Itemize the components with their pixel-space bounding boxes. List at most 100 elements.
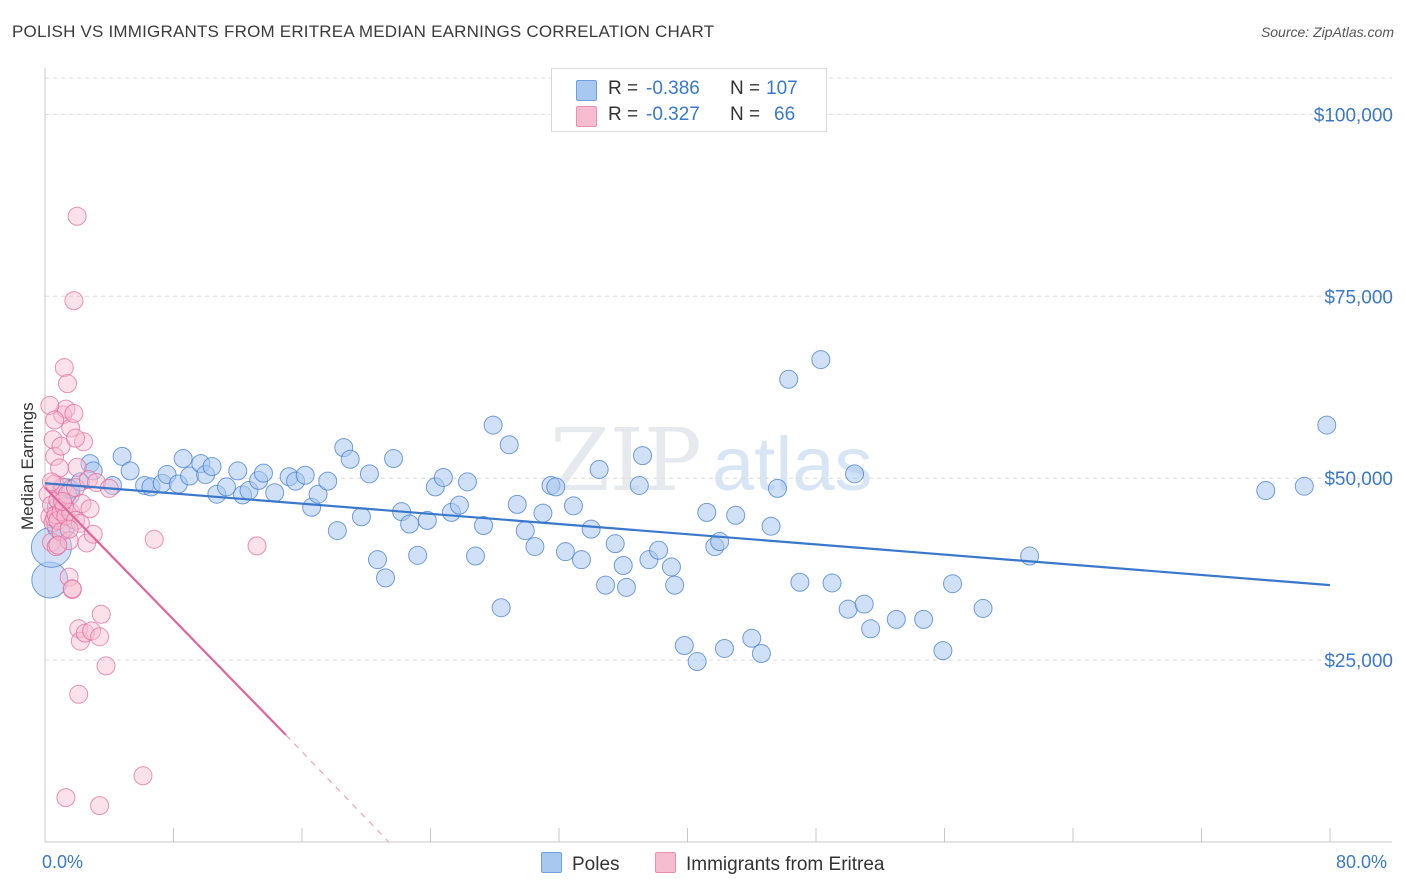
- point-eritrea: [66, 428, 86, 448]
- point-poles: [433, 467, 453, 487]
- point-poles: [400, 514, 420, 534]
- trend-line-poles: [44, 482, 1331, 587]
- legend-n-label: N =: [730, 78, 761, 99]
- point-poles: [457, 472, 477, 492]
- y-tick-label: $100,000: [1314, 105, 1393, 126]
- point-poles: [228, 461, 248, 481]
- point-poles: [449, 495, 469, 515]
- point-poles: [546, 477, 566, 497]
- watermark-atlas: atlas: [712, 422, 873, 507]
- legend-n-value: 107: [766, 78, 798, 99]
- point-eritrea: [90, 627, 110, 647]
- point-poles: [202, 457, 222, 477]
- point-poles: [616, 577, 636, 597]
- point-poles: [507, 494, 527, 514]
- point-poles: [687, 652, 707, 672]
- point-poles: [173, 449, 193, 469]
- point-poles: [596, 575, 616, 595]
- point-poles: [318, 471, 338, 491]
- point-eritrea: [41, 472, 61, 492]
- point-poles: [571, 550, 591, 570]
- source-label: Source: ZipAtlas.com: [1260, 24, 1394, 40]
- point-eritrea: [48, 535, 68, 555]
- point-poles: [886, 609, 906, 629]
- point-poles: [665, 575, 685, 595]
- point-poles: [822, 573, 842, 593]
- correlation-legend: R = -0.386 N = 107 R = -0.327 N = 66: [551, 68, 827, 132]
- legend-n-label: N =: [730, 104, 761, 125]
- point-poles: [790, 572, 810, 592]
- point-poles: [327, 521, 347, 541]
- point-poles: [217, 477, 237, 497]
- point-poles: [340, 449, 360, 469]
- point-eritrea: [83, 524, 103, 544]
- point-poles: [589, 459, 609, 479]
- point-poles: [367, 550, 387, 570]
- series-swatch-poles: [541, 852, 562, 873]
- point-poles: [515, 521, 535, 541]
- axes: [44, 68, 1392, 843]
- y-tick-label: $75,000: [1324, 287, 1393, 308]
- point-eritrea: [64, 291, 84, 311]
- point-eritrea: [91, 604, 111, 624]
- point-poles: [742, 628, 762, 648]
- point-poles: [533, 503, 553, 523]
- legend-swatch-eritrea: [576, 106, 597, 127]
- point-poles: [605, 534, 625, 554]
- point-poles: [649, 540, 669, 560]
- point-poles: [714, 638, 734, 658]
- point-poles: [943, 574, 963, 594]
- chart-title: POLISH VS IMMIGRANTS FROM ERITREA MEDIAN…: [12, 22, 715, 41]
- x-tick-label-max: 80.0%: [1336, 852, 1388, 872]
- point-poles: [1256, 481, 1276, 501]
- point-eritrea: [51, 436, 71, 456]
- point-eritrea: [45, 410, 65, 430]
- point-poles: [811, 350, 831, 370]
- point-poles: [408, 545, 428, 565]
- point-poles: [838, 599, 858, 619]
- point-eritrea: [61, 418, 81, 438]
- point-eritrea: [80, 499, 100, 519]
- point-eritrea: [53, 491, 73, 511]
- point-poles: [474, 515, 494, 535]
- trend-lines: [44, 482, 1331, 843]
- point-poles: [767, 478, 787, 498]
- point-poles: [914, 609, 934, 629]
- point-poles: [581, 519, 601, 539]
- point-poles: [295, 465, 315, 485]
- point-eritrea: [96, 656, 116, 676]
- point-poles: [629, 475, 649, 495]
- point-poles: [661, 557, 681, 577]
- point-poles: [633, 446, 653, 466]
- point-poles: [376, 568, 396, 588]
- point-poles: [697, 502, 717, 522]
- point-eritrea: [133, 766, 153, 786]
- series-label-eritrea: Immigrants from Eritrea: [686, 854, 885, 875]
- legend-r-label: R =: [608, 78, 639, 99]
- series-label-poles: Poles: [572, 854, 620, 875]
- point-poles: [761, 516, 781, 536]
- legend-r-label: R =: [608, 104, 639, 125]
- point-eritrea: [69, 684, 89, 704]
- point-poles: [491, 598, 511, 618]
- point-eritrea: [144, 529, 164, 549]
- y-tick-label: $50,000: [1324, 469, 1393, 490]
- y-axis-label: Median Earnings: [18, 402, 37, 530]
- point-poles: [265, 483, 285, 503]
- watermark: ZIP: [550, 411, 702, 511]
- point-eritrea: [67, 457, 87, 477]
- point-eritrea: [45, 446, 65, 466]
- legend-n-value: 66: [774, 104, 796, 125]
- point-eritrea: [62, 579, 82, 599]
- point-poles: [779, 369, 799, 389]
- series-swatch-eritrea: [655, 852, 676, 873]
- point-poles: [555, 542, 575, 562]
- legend-r-value: -0.386: [646, 78, 700, 99]
- point-eritrea: [90, 796, 110, 816]
- point-eritrea: [43, 430, 63, 450]
- point-poles: [112, 446, 132, 466]
- point-poles: [308, 484, 328, 504]
- point-eritrea: [59, 519, 79, 539]
- series-legend-eritrea: Immigrants from Eritrea: [655, 852, 884, 876]
